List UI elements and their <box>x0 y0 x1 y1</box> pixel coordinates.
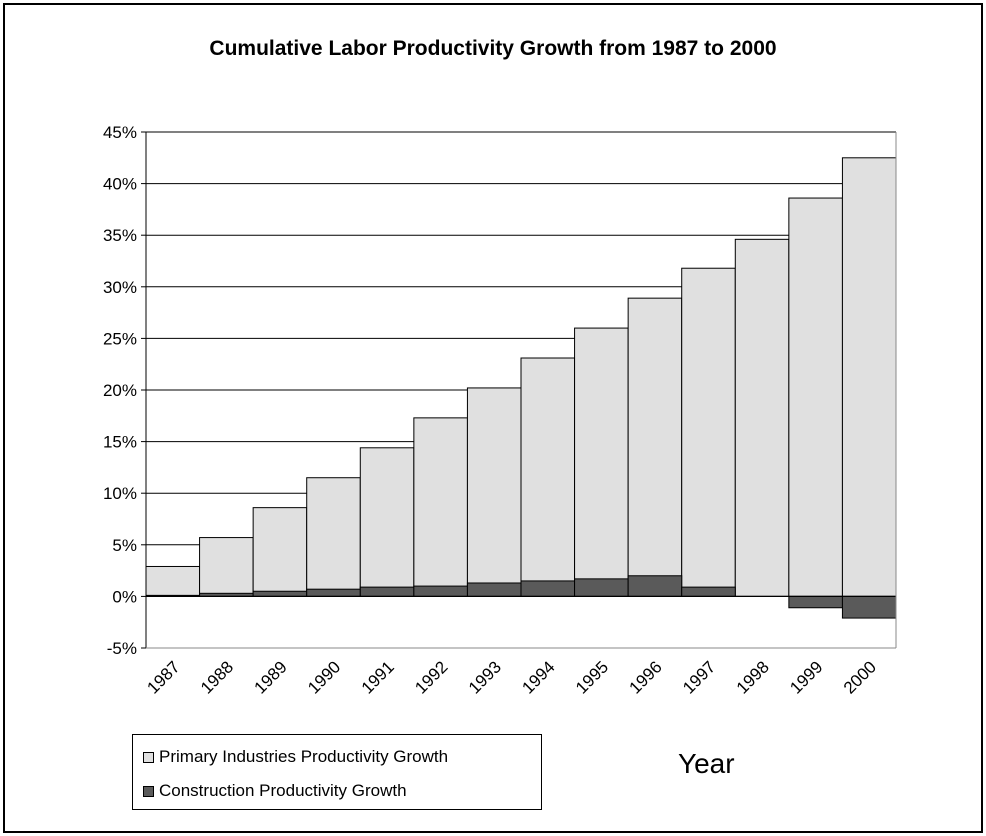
legend-swatch-construction <box>143 785 154 797</box>
bar-construction-1993 <box>466 582 522 597</box>
legend-label-primary: Primary Industries Productivity Growth <box>159 747 449 766</box>
bar-primary-1987 <box>145 565 201 597</box>
y-tick-label: 10% <box>103 484 137 503</box>
bar-construction-1994 <box>520 580 576 597</box>
x-tick-label: 2000 <box>840 657 880 697</box>
bar-primary-1999 <box>788 197 843 597</box>
legend-swatch-primary <box>143 751 154 763</box>
bar-primary-1994 <box>520 357 576 597</box>
bar-construction-1997 <box>681 586 736 597</box>
x-tick-label: 1996 <box>626 657 666 697</box>
x-tick-label: 1997 <box>679 657 719 697</box>
bar-primary-1993 <box>466 387 522 597</box>
legend-label-construction: Construction Productivity Growth <box>159 781 407 800</box>
x-tick-label: 1994 <box>518 657 558 697</box>
chart-title: Cumulative Labor Productivity Growth fro… <box>209 37 777 60</box>
x-tick-label: 1993 <box>465 657 505 697</box>
y-tick-label: 35% <box>103 226 137 245</box>
legend-item-primary: Primary Industries Productivity Growth <box>143 747 448 767</box>
bar-construction-1995 <box>574 578 629 597</box>
bar-primary-1997 <box>681 267 736 597</box>
y-tick-label: 0% <box>112 587 137 606</box>
bar-primary-2000 <box>841 157 897 597</box>
x-tick-label: 1987 <box>143 657 183 697</box>
bar-construction-1996 <box>627 575 683 597</box>
bar-primary-1998 <box>734 238 790 597</box>
x-tick-label: 1991 <box>358 657 398 697</box>
y-tick-label: 25% <box>103 329 137 348</box>
x-tick-label: 1989 <box>251 657 291 697</box>
y-tick-label: 20% <box>103 381 137 400</box>
bar-construction-2000 <box>841 595 897 619</box>
bar-primary-1991 <box>359 447 415 597</box>
x-tick-label: 1998 <box>733 657 773 697</box>
bar-primary-1988 <box>199 537 254 597</box>
bar-primary-1990 <box>306 477 361 597</box>
y-tick-label: 45% <box>103 123 137 142</box>
y-tick-label: 40% <box>103 175 137 194</box>
bar-primary-1995 <box>574 327 629 597</box>
bar-primary-1992 <box>413 417 468 597</box>
x-tick-label: 1990 <box>304 657 344 697</box>
bar-construction-1990 <box>306 588 361 597</box>
y-tick-label: 5% <box>112 536 137 555</box>
bar-construction-1989 <box>252 590 308 597</box>
y-tick-label: 30% <box>103 278 137 297</box>
legend: Primary Industries Productivity Growth C… <box>132 734 542 810</box>
y-tick-label: 15% <box>103 433 137 452</box>
legend-item-construction: Construction Productivity Growth <box>143 781 407 801</box>
bar-construction-1999 <box>788 595 843 609</box>
x-tick-label: 1992 <box>411 657 451 697</box>
x-tick-label: 1995 <box>572 657 612 697</box>
bar-primary-1989 <box>252 507 308 597</box>
bar-construction-1991 <box>359 586 415 597</box>
x-axis-label: Year <box>678 748 735 779</box>
bar-primary-1996 <box>627 297 683 597</box>
x-tick-label: 1988 <box>197 657 237 697</box>
bar-construction-1992 <box>413 585 468 597</box>
x-tick-label: 1999 <box>786 657 826 697</box>
y-tick-label: -5% <box>107 639 137 658</box>
